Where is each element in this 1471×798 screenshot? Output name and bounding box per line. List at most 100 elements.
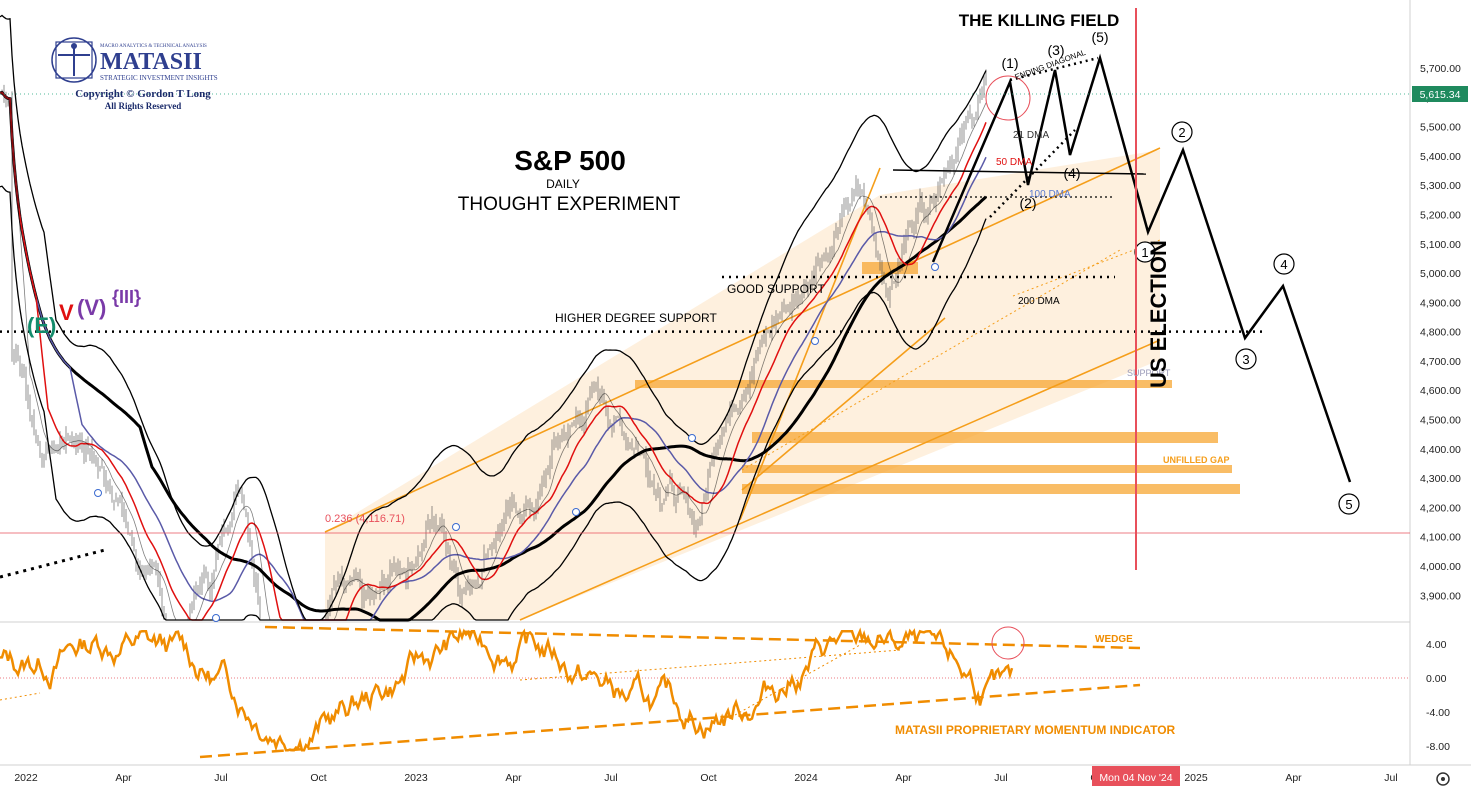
zone-rect-1 [752,432,1218,443]
logo-rights: All Rights Reserved [105,101,182,111]
degree-label-v-paren: (V) [77,295,106,320]
ma100-label: 100 DMA [1029,189,1071,200]
x-tick-label: Jul [604,772,617,784]
x-tick-label: Oct [310,772,326,784]
last-price-tag [1412,86,1468,102]
wave-circle-icon [1171,121,1193,143]
wave-circle-icon [1235,348,1257,370]
y-tick-label: 4,300.00 [1420,473,1461,485]
y-tick-label: 5,100.00 [1420,239,1461,251]
degree-label-iii: {III} [112,287,141,307]
degree-label-v-red: V [59,300,74,325]
momentum-line [0,627,1014,752]
momentum-dotted-left [0,692,41,701]
momentum-dotted-mid [519,649,901,681]
x-tick-label: Apr [895,772,912,784]
signal-marker-icon [572,508,580,516]
y-tick-label: 4,400.00 [1420,444,1461,456]
wave-label-current: (1) [1001,55,1018,71]
wave-label-current: (4) [1063,165,1080,181]
y-tick-label: 5,500.00 [1420,122,1461,134]
y-tick-label: 5,300.00 [1420,180,1461,192]
x-tick-label: Apr [1285,772,1302,784]
momentum-title: MATASII PROPRIETARY MOMENTUM INDICATOR [895,723,1176,737]
wedge-lower-line [199,683,1141,759]
logo-copyright: Copyright © Gordon T Long [75,88,211,100]
x-tick-label: Jul [214,772,227,784]
logo-square-icon [55,41,93,79]
ma21-label: 21 DMA [1013,130,1049,141]
signal-marker-icon [94,489,102,497]
momentum-y-tick-label: 0.00 [1426,673,1447,685]
signal-marker-icon [688,434,696,442]
diagonal-lower-line [989,129,1076,218]
ma200-line [0,90,988,622]
wave-projection-layer: (1) (2) (3) (4) (5) 1 2 3 4 5 [931,29,1360,515]
wave-label-projection: 2 [1178,125,1185,140]
higher-degree-support-label: HIGHER DEGREE SUPPORT [555,311,717,325]
ma100-line [0,91,987,621]
logo-tagline-top: MACRO ANALYTICS & TECHNICAL ANALYSIS [100,44,207,49]
x-tick-label: 2022 [14,772,38,784]
y-tick-label: 4,500.00 [1420,415,1461,427]
wave-label-projection: 1 [1141,245,1148,260]
ma200-label: 200 DMA [1018,296,1060,307]
momentum-dotted-mid2 [734,644,861,716]
y-tick-label: 4,700.00 [1420,356,1461,368]
y-tick-label: 5,700.00 [1420,63,1461,75]
wave-label-current: (2) [1019,195,1036,211]
signal-marker-icon [212,614,220,622]
unfilled-gap-label: UNFILLED GAP [1163,455,1230,465]
y-tick-label: 4,600.00 [1420,385,1461,397]
y-tick-label: 3,900.00 [1420,590,1461,602]
logo: MACRO ANALYTICS & TECHNICAL ANALYSIS MAT… [50,35,235,111]
date-highlight-label: Mon 04 Nov '24 [1099,772,1172,784]
date-highlight-tag [1092,766,1180,786]
momentum-y-tick-label: 4.00 [1426,639,1447,651]
signal-marker-icon [931,263,939,271]
y-tick-label: 5,200.00 [1420,210,1461,222]
moving-averages-layer [0,14,988,622]
y-tick-label: 5,000.00 [1420,268,1461,280]
y-tick-label: 4,100.00 [1420,532,1461,544]
neckline-line [892,169,1147,175]
x-tick-label: Apr [505,772,522,784]
fib-label: 0.236 (4,116.71) [325,513,405,525]
chart-title: S&P 500 [514,145,626,176]
zone-rect-2 [742,465,1232,473]
x-tick-label: 2025 [1184,772,1208,784]
settings-gear-icon[interactable] [1436,772,1450,786]
zone-rect-3 [742,484,1240,494]
y-tick-label: 5,400.00 [1420,151,1461,163]
axes-layer: 3,900.00 4,000.00 4,100.00 4,200.00 4,300.00… [14,63,1461,784]
signal-marker-icon [452,523,460,531]
ma50-label: 50 DMA [996,157,1032,168]
signal-marker-icon [811,337,819,345]
x-tick-label: 2024 [794,772,818,784]
ma21-line [0,92,987,621]
upper-band-line [0,14,987,621]
left-dotted-line [0,548,106,579]
highlight-circle-icon [985,75,1031,121]
logo-tagline-bottom: STRATEGIC INVESTMENT INSIGHTS [100,74,218,82]
wave-projection-path [931,53,1352,483]
price-bars-layer [1,69,987,620]
ma50-line [0,91,987,621]
wave-label-current: (3) [1047,42,1064,58]
channel-line-1 [519,339,1161,621]
logo-vitruvian-icon [51,37,97,83]
logo-name: MATASII [100,49,202,75]
y-tick-label: 4,800.00 [1420,327,1461,339]
y-tick-label: 4,200.00 [1420,502,1461,514]
x-tick-label: Oct [700,772,716,784]
wave-label-current: (5) [1091,29,1108,45]
us-election-label: US ELECTION [1146,240,1171,388]
y-tick-label: 4,900.00 [1420,297,1461,309]
chart-subtitle-daily: DAILY [546,177,580,191]
wave-label-projection: 4 [1280,257,1287,272]
good-support-label: GOOD SUPPORT [727,282,825,296]
momentum-y-tick-label: -4.00 [1426,707,1450,719]
x-tick-label: Jul [1384,772,1397,784]
